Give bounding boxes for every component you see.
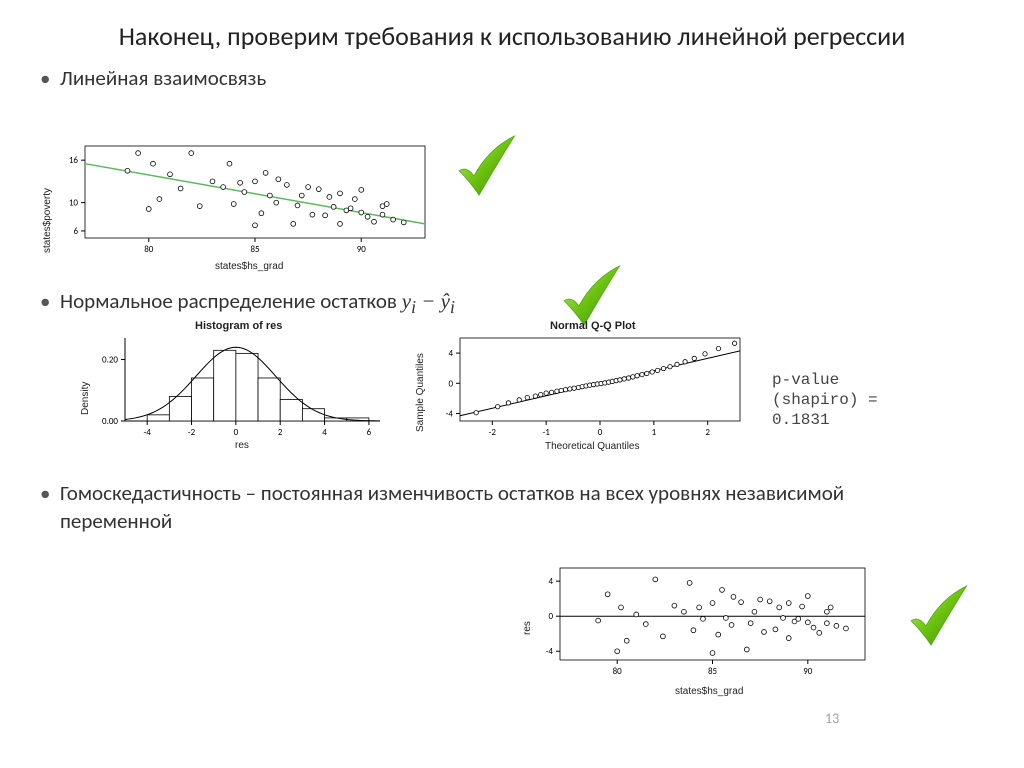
qq-title: Normal Q-Q Plot <box>550 320 636 332</box>
hist-ylabel: Density <box>80 382 91 415</box>
svg-text:-4: -4 <box>546 646 554 657</box>
svg-text:4: 4 <box>448 348 453 359</box>
svg-text:0: 0 <box>448 378 453 389</box>
chart-scatter-linear: 80 85 90 6 10 16 states$poverty states$hs_gra… <box>30 138 435 274</box>
svg-text:-4: -4 <box>144 427 152 438</box>
svg-text:0: 0 <box>548 611 553 622</box>
checkmark-icon <box>448 130 522 204</box>
residual-formula: yi − ŷi <box>402 289 455 313</box>
scatter-ylabel: states$poverty <box>42 188 53 253</box>
svg-text:85: 85 <box>250 244 260 255</box>
chart-residuals: 80 85 90 -4 0 4 res states$hs_grad <box>510 560 875 700</box>
svg-text:2: 2 <box>705 427 710 438</box>
svg-text:0.00: 0.00 <box>102 416 118 427</box>
svg-text:-1: -1 <box>542 427 550 438</box>
svg-text:6: 6 <box>73 226 78 237</box>
svg-text:4: 4 <box>322 427 327 438</box>
svg-text:80: 80 <box>144 244 154 255</box>
svg-text:-4: -4 <box>446 408 454 419</box>
qq-ylabel: Sample Quantiles <box>415 353 426 432</box>
svg-text:-2: -2 <box>188 427 196 438</box>
bullet-homosced: Гомоскедастичность – постоянная изменчив… <box>0 475 920 538</box>
svg-text:90: 90 <box>803 666 813 677</box>
hist-xlabel: res <box>235 440 249 451</box>
page-number: 13 <box>825 710 839 727</box>
svg-text:0.20: 0.20 <box>102 355 118 366</box>
svg-text:1: 1 <box>652 427 657 438</box>
resid-xlabel: states$hs_grad <box>675 686 743 697</box>
resid-ylabel: res <box>522 621 533 635</box>
svg-text:80: 80 <box>613 666 623 677</box>
svg-text:2: 2 <box>278 427 283 438</box>
scatter-xlabel: states$hs_grad <box>215 261 283 272</box>
svg-text:90: 90 <box>357 244 367 255</box>
bullet-normal: Нормальное распределение остатков yi − ŷ… <box>0 284 455 320</box>
svg-text:85: 85 <box>708 666 718 677</box>
chart-qq: Normal Q-Q Plot -2 -1 0 1 2 -4 0 4 Sample Quant… <box>405 320 750 456</box>
page-title: Наконец, проверим требования к использов… <box>0 0 1024 59</box>
qq-xlabel: Theoretical Quantiles <box>545 441 640 452</box>
svg-text:16: 16 <box>69 155 79 166</box>
hist-title: Histogram of res <box>195 320 282 332</box>
svg-text:10: 10 <box>69 198 79 209</box>
svg-text:4: 4 <box>548 576 553 587</box>
svg-text:0: 0 <box>598 427 603 438</box>
pvalue-text: p-value (shapiro) = 0.1831 <box>772 370 912 430</box>
bullet-normal-prefix: Нормальное распределение остатков <box>60 288 402 314</box>
checkmark-icon <box>900 580 974 654</box>
bullet-linear: Линейная взаимосвязь <box>0 61 1024 93</box>
chart-histogram: Histogram of res -4 -2 0 2 4 6 0.00 0.20 Densit… <box>70 320 390 453</box>
svg-text:0: 0 <box>234 427 239 438</box>
svg-text:-2: -2 <box>489 427 497 438</box>
svg-text:6: 6 <box>367 427 372 438</box>
